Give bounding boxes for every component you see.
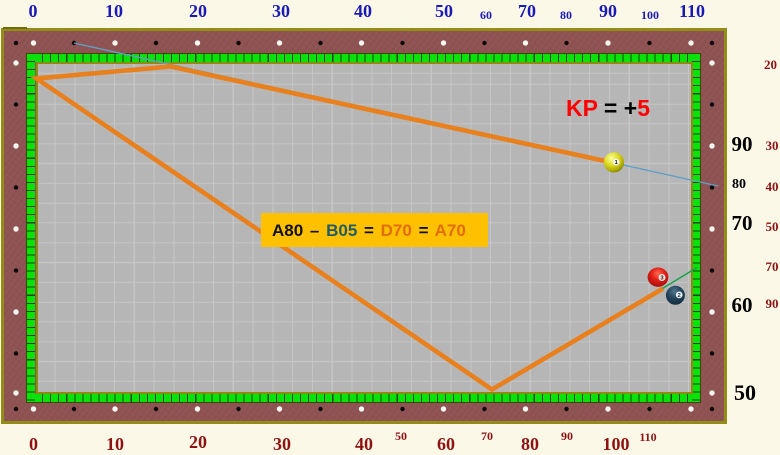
svg-text:3: 3 — [660, 276, 664, 282]
svg-text:1: 1 — [615, 160, 618, 166]
svg-text:2: 2 — [678, 293, 681, 299]
